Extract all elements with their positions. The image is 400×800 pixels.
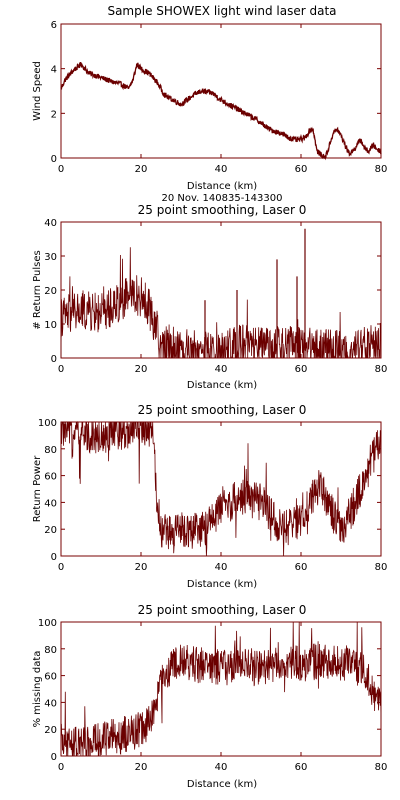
plot-frame	[60, 621, 382, 757]
x-tick-label: 40	[215, 762, 228, 773]
y-tick-label: 20	[44, 725, 57, 736]
chart-subtitle: 20 Nov. 140835-143300	[162, 193, 283, 204]
series-line	[60, 247, 382, 359]
chart-title: 25 point smoothing, Laser 0	[138, 603, 307, 617]
x-tick-label: 80	[375, 164, 388, 175]
x-tick-label: 20	[135, 164, 148, 175]
y-tick-label: 40	[44, 698, 57, 709]
x-axis-label: Distance (km)	[187, 380, 257, 391]
panel-wind-speed: Sample SHOWEX light wind laser data Dist…	[32, 4, 387, 192]
y-axis-label: Wind Speed	[32, 61, 43, 121]
x-tick-label: 80	[375, 562, 388, 573]
y-tick-label: 30	[44, 252, 57, 263]
x-tick-label: 60	[295, 164, 308, 175]
y-tick-label: 60	[44, 672, 57, 683]
y-axis-label: Return Power	[32, 455, 43, 522]
x-tick-label: 20	[135, 364, 148, 375]
x-axis-label: Distance (km)	[187, 579, 257, 590]
y-tick-label: 100	[38, 418, 57, 429]
y-tick-label: 0	[51, 154, 57, 165]
panel-return-power: 25 point smoothing, Laser 0 Distance (km…	[32, 403, 387, 590]
y-tick-label: 20	[44, 286, 57, 297]
panel-return-pulses: 20 Nov. 140835-143300 25 point smoothing…	[32, 193, 387, 391]
chart-title: 25 point smoothing, Laser 0	[138, 403, 307, 417]
x-tick-label: 0	[58, 164, 64, 175]
x-tick-label: 20	[135, 762, 148, 773]
plot-frame	[60, 23, 382, 159]
y-tick-label: 60	[44, 472, 57, 483]
x-tick-label: 0	[58, 762, 64, 773]
x-tick-label: 40	[215, 562, 228, 573]
x-tick-label: 0	[58, 364, 64, 375]
y-tick-label: 20	[44, 525, 57, 536]
x-tick-label: 40	[215, 364, 228, 375]
x-tick-label: 0	[58, 562, 64, 573]
x-tick-label: 80	[375, 762, 388, 773]
series-line	[60, 621, 382, 757]
series-line	[60, 421, 382, 557]
y-tick-label: 0	[51, 354, 57, 365]
y-tick-label: 2	[51, 109, 57, 120]
x-tick-label: 40	[215, 164, 228, 175]
y-tick-label: 0	[51, 752, 57, 763]
y-tick-label: 10	[44, 320, 57, 331]
y-tick-label: 100	[38, 618, 57, 629]
x-axis-label: Distance (km)	[187, 779, 257, 790]
chart-title: Sample SHOWEX light wind laser data	[107, 4, 336, 18]
y-tick-label: 6	[51, 20, 57, 31]
x-tick-label: 20	[135, 562, 148, 573]
x-axis-label: Distance (km)	[187, 181, 257, 192]
y-tick-label: 0	[51, 552, 57, 563]
y-tick-label: 40	[44, 218, 57, 229]
y-tick-label: 80	[44, 645, 57, 656]
panel-missing-data: 25 point smoothing, Laser 0 Distance (km…	[32, 603, 387, 790]
chart-title: 25 point smoothing, Laser 0	[138, 203, 307, 217]
y-axis-label: # Return Pulses	[32, 250, 43, 329]
y-tick-label: 4	[51, 65, 57, 76]
y-tick-label: 40	[44, 498, 57, 509]
x-tick-label: 60	[295, 762, 308, 773]
x-tick-label: 80	[375, 364, 388, 375]
y-tick-label: 80	[44, 445, 57, 456]
series-line	[60, 62, 382, 161]
x-tick-label: 60	[295, 364, 308, 375]
y-axis-label: % missing data	[32, 651, 43, 728]
x-tick-label: 60	[295, 562, 308, 573]
